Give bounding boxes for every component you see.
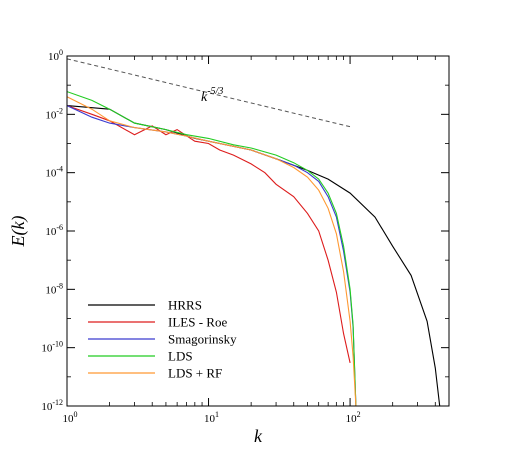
legend-label: Smagorinsky	[168, 332, 237, 347]
series-line-lds-rf	[67, 96, 357, 406]
x-tick-label: 101	[204, 410, 219, 425]
slope-annotation: k-5/3	[201, 86, 223, 105]
y-tick-label: 10-2	[45, 106, 63, 121]
x-tick-label: 102	[346, 410, 361, 425]
legend: HRRS ILES - Roe Smagorinsky LDS LDS + RF	[88, 298, 237, 381]
y-tick-label: 100	[48, 48, 63, 63]
legend-label: ILES - Roe	[168, 315, 227, 330]
x-tick-label: 100	[63, 410, 78, 425]
legend-label: LDS	[168, 349, 193, 364]
y-tick-label: 10-6	[45, 223, 63, 238]
series-line-lds	[67, 91, 357, 406]
series-layer	[67, 91, 441, 406]
legend-label: LDS + RF	[168, 366, 222, 381]
series-line-iles-roe	[67, 105, 351, 364]
y-tick-label: 10-8	[45, 281, 63, 296]
x-axis-label: k	[254, 426, 263, 446]
y-tick-label: 10-4	[45, 165, 63, 180]
plot-frame	[66, 55, 450, 407]
series-line-smagorinsky	[67, 105, 357, 406]
y-tick-label: 10-12	[41, 398, 63, 413]
y-axis-label: E(k)	[8, 216, 29, 248]
legend-label: HRRS	[168, 298, 202, 313]
y-tick-label: 10-10	[41, 340, 63, 355]
ticks-layer: 100 101 102 100 10-2 10-4 10-6 10-8 10-10 10-12	[41, 48, 450, 425]
annotation-layer: k-5/3	[201, 86, 223, 105]
